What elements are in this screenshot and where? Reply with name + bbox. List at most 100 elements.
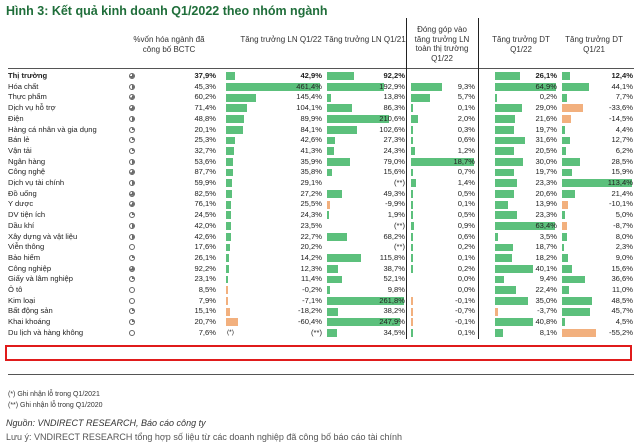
value-bar [495, 72, 520, 81]
sector-name: Hàng cá nhân và gia dụng [8, 124, 97, 134]
market-cap-share: 60,2% [194, 92, 216, 102]
cell-profit-q122: 35,9% [225, 157, 323, 168]
value-bar [411, 297, 413, 305]
table-row: Vận tải 32,7% 41,3% 24,3% 1,2% 20,5% 6,2% [8, 146, 634, 157]
value-bar [562, 243, 564, 252]
sector-name: Dầu khí [8, 220, 35, 230]
value-bar [226, 275, 229, 284]
cell-revenue-q121: -8,7% [561, 221, 634, 232]
harvey-ball-icon [129, 137, 135, 144]
harvey-ball-icon [129, 308, 135, 315]
value-bar [562, 318, 565, 327]
table-row: Thị trường 37,9% 42,9% 92,2% 26,1% 12,4% [8, 71, 634, 82]
header-revenue-q121: Tăng trưởng DT Q1/21 [565, 35, 623, 54]
cell-profit-q122: 14,2% [225, 253, 323, 264]
cell-revenue-q121: 45,7% [561, 306, 634, 317]
cell-contribution: 0,3% [410, 125, 476, 136]
cell-value: 0,5% [457, 188, 475, 198]
value-bar [495, 211, 517, 220]
cell-revenue-q122: 26,1% [494, 71, 558, 82]
cell-contribution: -0,1% [410, 296, 476, 307]
cell-revenue-q122: 3,5% [494, 232, 558, 243]
cell-value: 8,0% [615, 231, 633, 241]
market-cap-share: 53,6% [194, 156, 216, 166]
sector-name: Bất động sản [8, 306, 53, 316]
value-bar [562, 136, 570, 145]
value-bar [226, 157, 234, 166]
cell-value: 14,2% [300, 252, 322, 262]
cell-value: 42,9% [300, 71, 322, 80]
cell-profit-q121: 49,3% [326, 189, 406, 200]
value-bar [562, 329, 597, 337]
cell-value: 40,8% [535, 317, 557, 327]
cell-revenue-q122: 13,9% [494, 199, 558, 210]
truncated-note: Lưu ý: VNDIRECT RESEARCH tổng hợp số liệ… [6, 432, 403, 442]
cell-profit-q122: 20,2% [225, 242, 323, 253]
value-bar [226, 254, 229, 263]
cell-revenue-q121: 4,5% [561, 317, 634, 328]
cell-value: 0,6% [457, 135, 475, 145]
cell-profit-q121: 38,2% [326, 306, 406, 317]
cell-value: 41,3% [300, 145, 322, 155]
cell-profit-q122: 42,9% [225, 71, 323, 82]
market-cap-share: 82,5% [194, 188, 216, 198]
table-row: Kim loại 7,9% -7,1% 261,8% -0,1% 35,0% 48,5% [8, 296, 634, 307]
cell-revenue-q122: 40,1% [494, 264, 558, 275]
cell-profit-q122: 22,7% [225, 232, 323, 243]
cell-profit-q121: 115,8% [326, 253, 406, 264]
cell-value: 0,6% [457, 231, 475, 241]
value-bar [226, 286, 228, 295]
value-bar [411, 211, 413, 220]
cell-contribution: -0,1% [410, 317, 476, 328]
cell-value: -0,1% [455, 295, 475, 305]
table-row: Viễn thông 17,6% 20,2% (**) 0,2% 18,7% 2,3% [8, 242, 634, 253]
table-row: Ngân hàng 53,6% 35,9% 79,0% 18,7% 30,0% 28,5% [8, 157, 634, 168]
harvey-ball-icon [129, 83, 135, 90]
value-bar [411, 93, 431, 102]
cell-contribution: 18,7% [410, 157, 476, 168]
cell-value: 461,4% [296, 81, 322, 91]
cell-value: -10,1% [608, 199, 633, 209]
market-cap-share: 17,6% [194, 242, 216, 252]
cell-value: -0,1% [455, 317, 475, 327]
cell-profit-q121: 79,0% [326, 157, 406, 168]
value-bar [562, 147, 566, 156]
cell-profit-q121: 192,9% [326, 82, 406, 93]
harvey-ball-icon [129, 254, 135, 261]
sector-name: DV tiện ích [8, 210, 46, 220]
cell-value: 15,6% [611, 263, 633, 273]
cell-value: 24,3% [300, 210, 322, 220]
harvey-ball-icon [129, 329, 135, 336]
harvey-ball-icon [129, 94, 135, 101]
market-cap-share: 45,3% [194, 81, 216, 91]
cell-value: 38,7% [383, 263, 405, 273]
cell-value: 15,9% [611, 167, 633, 177]
market-cap-share: 26,1% [194, 252, 216, 262]
value-bar [327, 93, 332, 102]
cell-value: 0,0% [457, 274, 475, 284]
value-bar [226, 307, 230, 316]
table-row: Giấy và lâm nghiệp 23,1% 11,4% 52,1% 0,0% 9,4… [8, 274, 634, 285]
sector-name: Ô tô [8, 285, 23, 294]
value-bar [327, 211, 329, 220]
cell-profit-q122: 461,4% [225, 82, 323, 93]
value-bar [411, 104, 413, 113]
market-cap-share: 42,6% [194, 231, 216, 241]
cell-value: 52,1% [383, 274, 405, 284]
value-bar [411, 168, 414, 177]
value-bar [562, 157, 580, 166]
value-bar [562, 222, 568, 230]
cell-profit-q121: 34,5% [326, 328, 406, 339]
value-bar [562, 307, 591, 316]
table-row: Điện 48,8% 89,9% 210,6% 2,0% 21,6% -14,5% [8, 114, 634, 125]
value-bar [562, 211, 566, 220]
harvey-ball-icon [129, 201, 135, 208]
value-bar [562, 286, 569, 295]
cell-profit-q121: 9,8% [326, 285, 406, 296]
value-bar [226, 136, 235, 145]
footnote-2: (**) Ghi nhận lỗ trong Q1/2020 [8, 402, 103, 409]
cell-profit-q122: 25,5% [225, 199, 323, 210]
cell-contribution: 0,5% [410, 210, 476, 221]
value-bar [495, 243, 513, 252]
cell-revenue-q121: -14,5% [561, 114, 634, 125]
